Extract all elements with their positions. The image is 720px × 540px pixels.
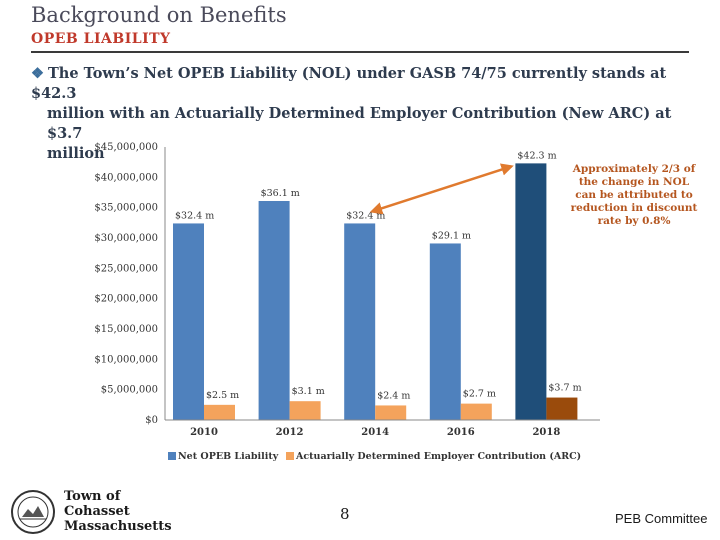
data-label-nol: $32.4 m [175,210,214,221]
section-subtitle: OPEB LIABILITY [31,31,171,47]
data-label-arc: $3.1 m [292,386,325,397]
town-name: Town of Cohasset Massachusetts [64,489,172,534]
legend-label-arc: Actuarially Determined Employer Contribu… [295,451,581,462]
town-seal-logo [11,490,55,534]
data-label-arc: $2.7 m [463,389,496,400]
y-tick-label: $20,000,000 [94,294,158,305]
bar-arc [375,405,407,420]
bar-nol [173,223,204,420]
data-label-arc: $2.4 m [377,390,410,401]
bar-arc [204,404,235,420]
bar-nol [258,200,290,420]
data-label-nol: $42.3 m [517,150,556,161]
bullet-text: ❖ The Town’s Net OPEB Liability (NOL) und… [31,64,701,164]
legend-label-nol: Net OPEB Liability [178,451,279,462]
y-tick-label: $15,000,000 [94,324,158,335]
x-tick-label: 2014 [361,427,389,438]
data-label-arc: $2.5 m [206,390,239,401]
y-tick-label: $40,000,000 [94,172,158,183]
bullet-line-3: million [47,145,105,162]
x-tick-label: 2010 [190,427,218,438]
bar-nol [515,163,547,420]
bullet-line-2: million with an Actuarially Determined E… [47,105,672,142]
x-tick-label: 2016 [447,427,475,438]
bar-arc [546,397,578,420]
data-label-nol: $29.1 m [432,230,471,241]
x-tick-label: 2018 [532,427,560,438]
bar-nol [429,243,461,420]
page-number: 8 [340,505,350,523]
bar-nol [344,223,376,420]
legend-swatch-arc [286,452,294,460]
data-label-arc: $3.7 m [548,383,581,394]
opeb-bar-chart: $0 $5,000,000 $10,000,000 $15,000,000 $20,00… [94,142,600,462]
double-arrow-icon [369,163,514,215]
y-tick-label: $5,000,000 [101,385,158,396]
bar-arc [460,403,492,420]
discount-rate-callout: Approximately 2/3 of the change in NOL c… [570,163,698,227]
y-tick-label: $0 [145,415,158,426]
data-label-nol: $36.1 m [261,188,300,199]
y-tick-label: $45,000,000 [94,142,158,153]
y-tick-label: $35,000,000 [94,203,158,214]
y-tick-label: $10,000,000 [94,354,158,365]
page-title: Background on Benefits [31,3,287,27]
y-tick-label: $30,000,000 [94,233,158,244]
legend-swatch-nol [168,452,176,460]
diamond-bullet-icon: ❖ [31,65,44,82]
data-label-nol: $32.4 m [346,210,385,221]
bullet-line-1: The Town’s Net OPEB Liability (NOL) unde… [31,65,667,102]
x-tick-label: 2012 [276,427,304,438]
bar-arc [289,401,321,420]
y-tick-label: $25,000,000 [94,263,158,274]
committee-label: PEB Committee [615,511,708,526]
title-divider [31,51,689,53]
